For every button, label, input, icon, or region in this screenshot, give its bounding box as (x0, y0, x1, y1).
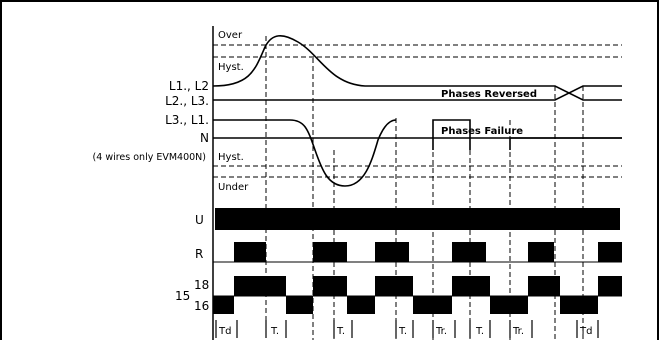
frame-right-edge (657, 0, 659, 340)
phase-failure-waveform (432, 119, 471, 150)
hyst-bottom-label: Hyst. (218, 152, 244, 163)
timing-label: T. (475, 326, 484, 337)
timing-labels: Td T. T. T. Tr. T. Tr. Td (218, 326, 592, 337)
frame-top-edge (0, 0, 659, 2)
supply-label: U (195, 213, 204, 227)
timing-label: Tr. (512, 326, 524, 337)
relay-label: R (195, 247, 203, 261)
under-zone-label: Under (218, 182, 249, 193)
neutral-note: (4 wires only EVM400N) (93, 152, 206, 163)
supply-bar (215, 208, 620, 230)
l3-l1-label: L3., L1. (165, 113, 209, 127)
phases-failure-label: Phases Failure (441, 126, 523, 137)
timing-label: T. (336, 326, 345, 337)
timing-label: Tr. (435, 326, 447, 337)
neutral-label: N (200, 131, 209, 145)
timing-label: T. (270, 326, 279, 337)
contact-16-label: 16 (194, 299, 209, 313)
l1-l2-label: L1., L2 (169, 79, 209, 93)
frame-left-edge (0, 0, 2, 340)
hyst-top-label: Hyst. (218, 62, 244, 73)
contact-18-label: 18 (194, 278, 209, 292)
timing-label: T. (398, 326, 407, 337)
l2-l3-waveform (213, 85, 622, 101)
l1-l2-waveform (212, 35, 622, 101)
contact-18-pulses (234, 276, 622, 296)
l2-l3-label: L2., L3. (165, 94, 209, 108)
relay-pulses (234, 242, 622, 262)
l3-l1-waveform (213, 119, 397, 187)
timing-label: Td (579, 326, 592, 337)
phases-reversed-label: Phases Reversed (441, 89, 537, 100)
over-zone-label: Over (218, 30, 243, 41)
terminal-15-label: 15 (175, 289, 190, 303)
timing-ticks (215, 320, 599, 338)
timing-label: Td (218, 326, 231, 337)
contact-16-pulses (213, 296, 598, 314)
phase-return-waveform (509, 137, 622, 150)
